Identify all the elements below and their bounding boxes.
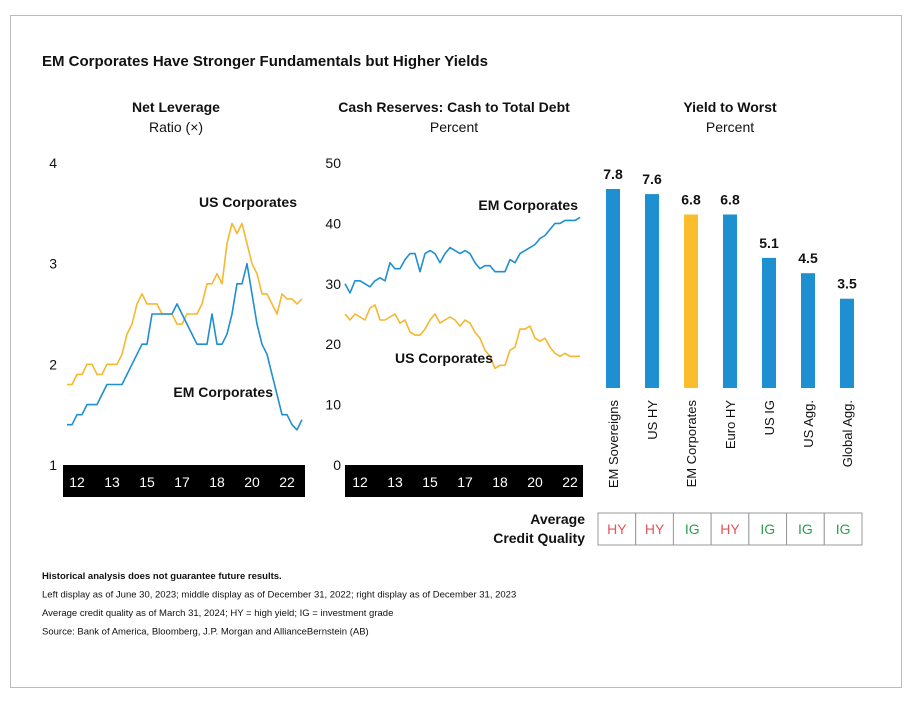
y-tick-label: 3 bbox=[49, 256, 57, 272]
quality-label: HY bbox=[607, 521, 627, 537]
footnote: Historical analysis does not guarantee f… bbox=[42, 571, 282, 582]
x-tick-label: 18 bbox=[209, 474, 225, 490]
x-tick-label: US IG bbox=[762, 400, 777, 435]
x-axis-band bbox=[63, 465, 305, 497]
y-tick-label: 1 bbox=[49, 457, 57, 473]
y-tick-label: 50 bbox=[325, 155, 341, 171]
quality-cell bbox=[597, 512, 637, 546]
quality-label: IG bbox=[798, 521, 813, 537]
footnote: Source: Bank of America, Bloomberg, J.P.… bbox=[42, 627, 369, 638]
series-label: US Corporates bbox=[199, 194, 297, 210]
x-tick-label: Euro HY bbox=[723, 400, 738, 449]
x-tick-label: 15 bbox=[422, 474, 438, 490]
chart-subtitle: Percent bbox=[430, 119, 478, 135]
quality-title: Average bbox=[530, 511, 585, 527]
quality-title: Credit Quality bbox=[493, 530, 585, 546]
line bbox=[67, 262, 303, 431]
x-tick-label: US HY bbox=[645, 400, 660, 440]
x-tick-label: 17 bbox=[457, 474, 473, 490]
x-tick-label: 13 bbox=[104, 474, 120, 490]
x-tick-label: 12 bbox=[352, 474, 368, 490]
x-tick-label: 12 bbox=[69, 474, 85, 490]
bar bbox=[684, 214, 698, 388]
x-tick-label: 20 bbox=[244, 474, 260, 490]
bar bbox=[801, 273, 815, 388]
quality-cell bbox=[748, 512, 788, 546]
y-tick-label: 30 bbox=[325, 276, 341, 292]
x-tick-label: 17 bbox=[174, 474, 190, 490]
bar bbox=[645, 194, 659, 388]
chart-title: Yield to Worst bbox=[683, 99, 777, 115]
line bbox=[344, 216, 581, 294]
quality-cell bbox=[786, 512, 825, 546]
quality-label: IG bbox=[836, 521, 851, 537]
y-tick-label: 40 bbox=[325, 215, 341, 231]
x-tick-label: 18 bbox=[492, 474, 508, 490]
series-label: EM Corporates bbox=[478, 197, 578, 213]
bar bbox=[840, 298, 854, 388]
x-axis-band bbox=[345, 465, 583, 497]
quality-label: IG bbox=[685, 521, 700, 537]
y-tick-label: 20 bbox=[325, 336, 341, 352]
quality-label: HY bbox=[645, 521, 665, 537]
page-title: EM Corporates Have Stronger Fundamentals… bbox=[42, 53, 488, 70]
line bbox=[344, 304, 580, 370]
bar bbox=[723, 214, 737, 388]
series-label: EM Corporates bbox=[173, 384, 273, 400]
x-tick-label: US Agg. bbox=[801, 400, 816, 448]
quality-cell bbox=[672, 512, 712, 546]
x-tick-label: 22 bbox=[279, 474, 295, 490]
footnote: Left display as of June 30, 2023; middle… bbox=[42, 590, 516, 601]
x-tick-label: 15 bbox=[139, 474, 155, 490]
footnote: Average credit quality as of March 31, 2… bbox=[42, 608, 393, 619]
quality-cell bbox=[823, 512, 863, 546]
chart-subtitle: Percent bbox=[706, 119, 754, 135]
data-label: 3.5 bbox=[837, 276, 857, 292]
chart-title: Cash Reserves: Cash to Total Debt bbox=[338, 99, 570, 115]
quality-cell bbox=[635, 512, 674, 546]
data-label: 7.6 bbox=[642, 171, 662, 187]
quality-label: IG bbox=[760, 521, 775, 537]
data-label: 7.8 bbox=[603, 166, 623, 182]
x-tick-label: 20 bbox=[527, 474, 543, 490]
bar bbox=[606, 189, 620, 388]
chart-title: Net Leverage bbox=[132, 99, 220, 115]
x-tick-label: 13 bbox=[387, 474, 403, 490]
x-tick-label: 22 bbox=[562, 474, 578, 490]
y-tick-label: 2 bbox=[49, 356, 57, 372]
y-tick-label: 0 bbox=[333, 457, 341, 473]
data-label: 4.5 bbox=[798, 250, 818, 266]
quality-cell bbox=[710, 512, 750, 546]
frame bbox=[10, 15, 902, 688]
data-label: 6.8 bbox=[720, 192, 740, 208]
data-label: 6.8 bbox=[681, 192, 701, 208]
series-label: US Corporates bbox=[395, 350, 493, 366]
x-tick-label: EM Sovereigns bbox=[606, 400, 621, 489]
chart-subtitle: Ratio (×) bbox=[149, 119, 203, 135]
bar bbox=[762, 257, 776, 388]
x-tick-label: Global Agg. bbox=[840, 400, 855, 467]
quality-label: HY bbox=[720, 521, 740, 537]
data-label: 5.1 bbox=[759, 235, 779, 251]
y-tick-label: 4 bbox=[49, 155, 57, 171]
x-tick-label: EM Corporates bbox=[684, 400, 699, 488]
y-tick-label: 10 bbox=[325, 397, 341, 413]
